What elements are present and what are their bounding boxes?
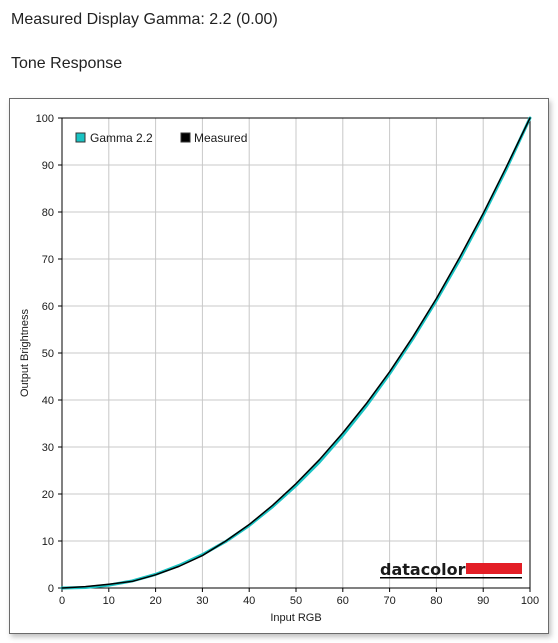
y-tick-label: 40 xyxy=(42,395,54,407)
legend: Gamma 2.2 Measured xyxy=(75,131,247,145)
y-tick-label: 50 xyxy=(42,348,54,360)
measured-line xyxy=(61,117,531,589)
y-axis-title: Output Brightness xyxy=(19,308,31,397)
x-tick-label: 10 xyxy=(103,595,115,607)
y-tick-label: 0 xyxy=(48,583,54,595)
datacolor-logo: datacolor xyxy=(380,560,522,579)
y-tick-label: 70 xyxy=(42,254,54,266)
x-tick-label: 30 xyxy=(196,595,208,607)
x-tick-label: 60 xyxy=(337,595,349,607)
legend-swatch-measured xyxy=(180,132,191,143)
y-tick-label: 30 xyxy=(42,442,54,454)
section-title: Tone Response xyxy=(11,55,123,72)
series-lines xyxy=(60,116,532,590)
legend-label-measured: Measured xyxy=(194,131,247,145)
tone-response-chart-frame: 0 10 20 30 40 50 60 70 80 90 100 0 10 20 30 40 50 60 70 80 9… xyxy=(9,98,549,634)
datacolor-logo-underline xyxy=(380,577,522,579)
axis-ticks: 0 10 20 30 40 50 60 70 80 90 100 0 10 20 30 40 50 60 70 80 9… xyxy=(36,113,540,607)
x-tick-label: 50 xyxy=(290,595,302,607)
measured-gamma-heading: Measured Display Gamma: 2.2 (0.00) xyxy=(11,11,278,28)
datacolor-wordmark: datacolor xyxy=(380,560,466,579)
y-tick-label: 60 xyxy=(42,301,54,313)
legend-swatch-gamma xyxy=(75,132,86,143)
x-tick-label: 80 xyxy=(430,595,442,607)
x-tick-label: 0 xyxy=(59,595,65,607)
tone-response-chart: 0 10 20 30 40 50 60 70 80 90 100 0 10 20 30 40 50 60 70 80 9… xyxy=(19,113,540,624)
y-tick-label: 100 xyxy=(36,113,54,125)
y-tick-label: 90 xyxy=(42,160,54,172)
y-tick-label: 20 xyxy=(42,489,54,501)
x-tick-label: 40 xyxy=(243,595,255,607)
y-tick-label: 80 xyxy=(42,207,54,219)
y-tick-label: 10 xyxy=(42,536,54,548)
x-tick-label: 70 xyxy=(383,595,395,607)
x-tick-label: 100 xyxy=(521,595,539,607)
x-axis-title: Input RGB xyxy=(270,612,321,624)
grid-lines xyxy=(62,118,530,588)
x-tick-label: 20 xyxy=(149,595,161,607)
legend-label-gamma: Gamma 2.2 xyxy=(90,131,153,145)
x-tick-label: 90 xyxy=(477,595,489,607)
datacolor-logo-bar xyxy=(466,563,522,574)
